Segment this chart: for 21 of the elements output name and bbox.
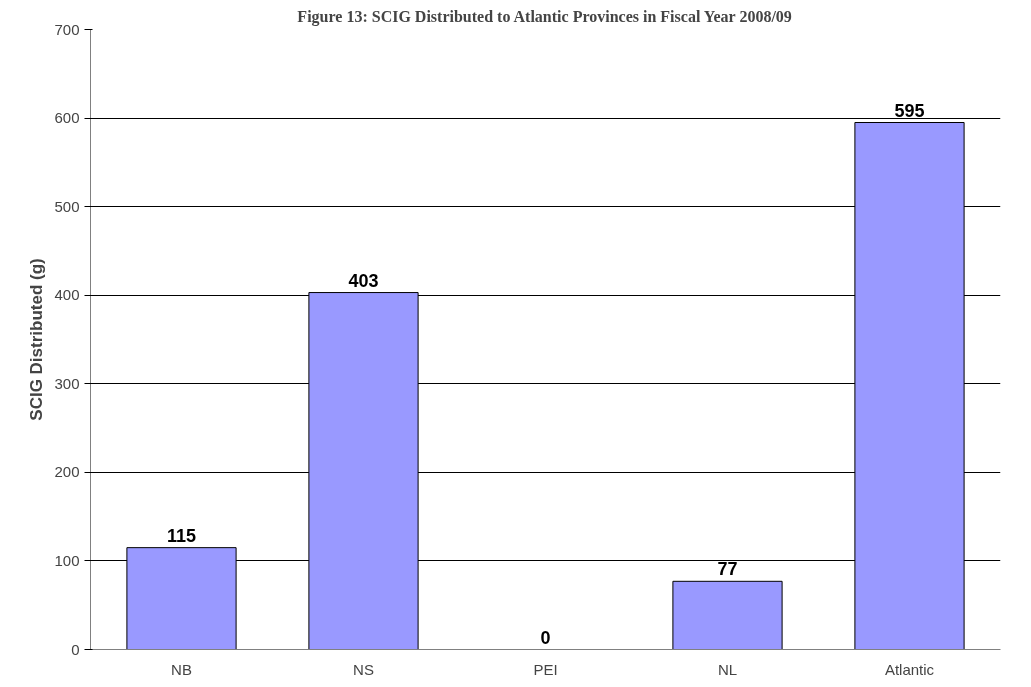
data-label: 0 bbox=[540, 627, 551, 648]
data-label: 595 bbox=[894, 100, 925, 121]
x-tick-label: NB bbox=[171, 660, 192, 678]
y-tick-label: 700 bbox=[54, 20, 80, 38]
x-tick-label: PEI bbox=[533, 660, 558, 678]
chart-title: Figure 13: SCIG Distributed to Atlantic Provinces in Fiscal Year 2008/09 bbox=[297, 7, 792, 26]
data-label: 77 bbox=[717, 559, 738, 580]
data-label: 115 bbox=[166, 525, 197, 546]
y-tick-label: 500 bbox=[54, 197, 80, 215]
x-tick-label: Atlantic bbox=[884, 660, 935, 678]
data-label: 403 bbox=[348, 270, 379, 291]
y-axis-title: SCIG Distributed (g) bbox=[27, 258, 47, 421]
y-tick-label: 400 bbox=[54, 286, 80, 304]
y-tick-label: 0 bbox=[71, 640, 80, 658]
bar bbox=[672, 580, 783, 650]
y-tick-label: 200 bbox=[54, 463, 80, 481]
x-tick-label: NL bbox=[717, 660, 738, 678]
y-tick-label: 300 bbox=[54, 374, 80, 392]
x-tick-label: NS bbox=[353, 660, 374, 678]
y-tick-label: 600 bbox=[54, 109, 80, 127]
y-tick-label: 100 bbox=[54, 551, 80, 569]
